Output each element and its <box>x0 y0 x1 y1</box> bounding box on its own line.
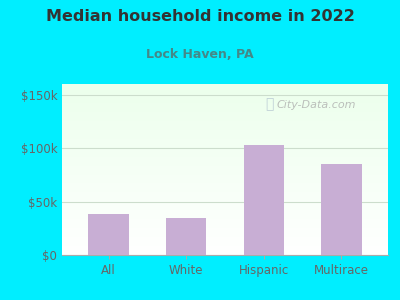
Bar <box>321 164 362 255</box>
Text: City-Data.com: City-Data.com <box>276 100 356 110</box>
Text: Lock Haven, PA: Lock Haven, PA <box>146 48 254 61</box>
Text: ⦿: ⦿ <box>265 98 273 112</box>
Text: Median household income in 2022: Median household income in 2022 <box>46 9 354 24</box>
Bar <box>88 214 129 255</box>
Bar <box>166 218 206 255</box>
Bar <box>244 145 284 255</box>
